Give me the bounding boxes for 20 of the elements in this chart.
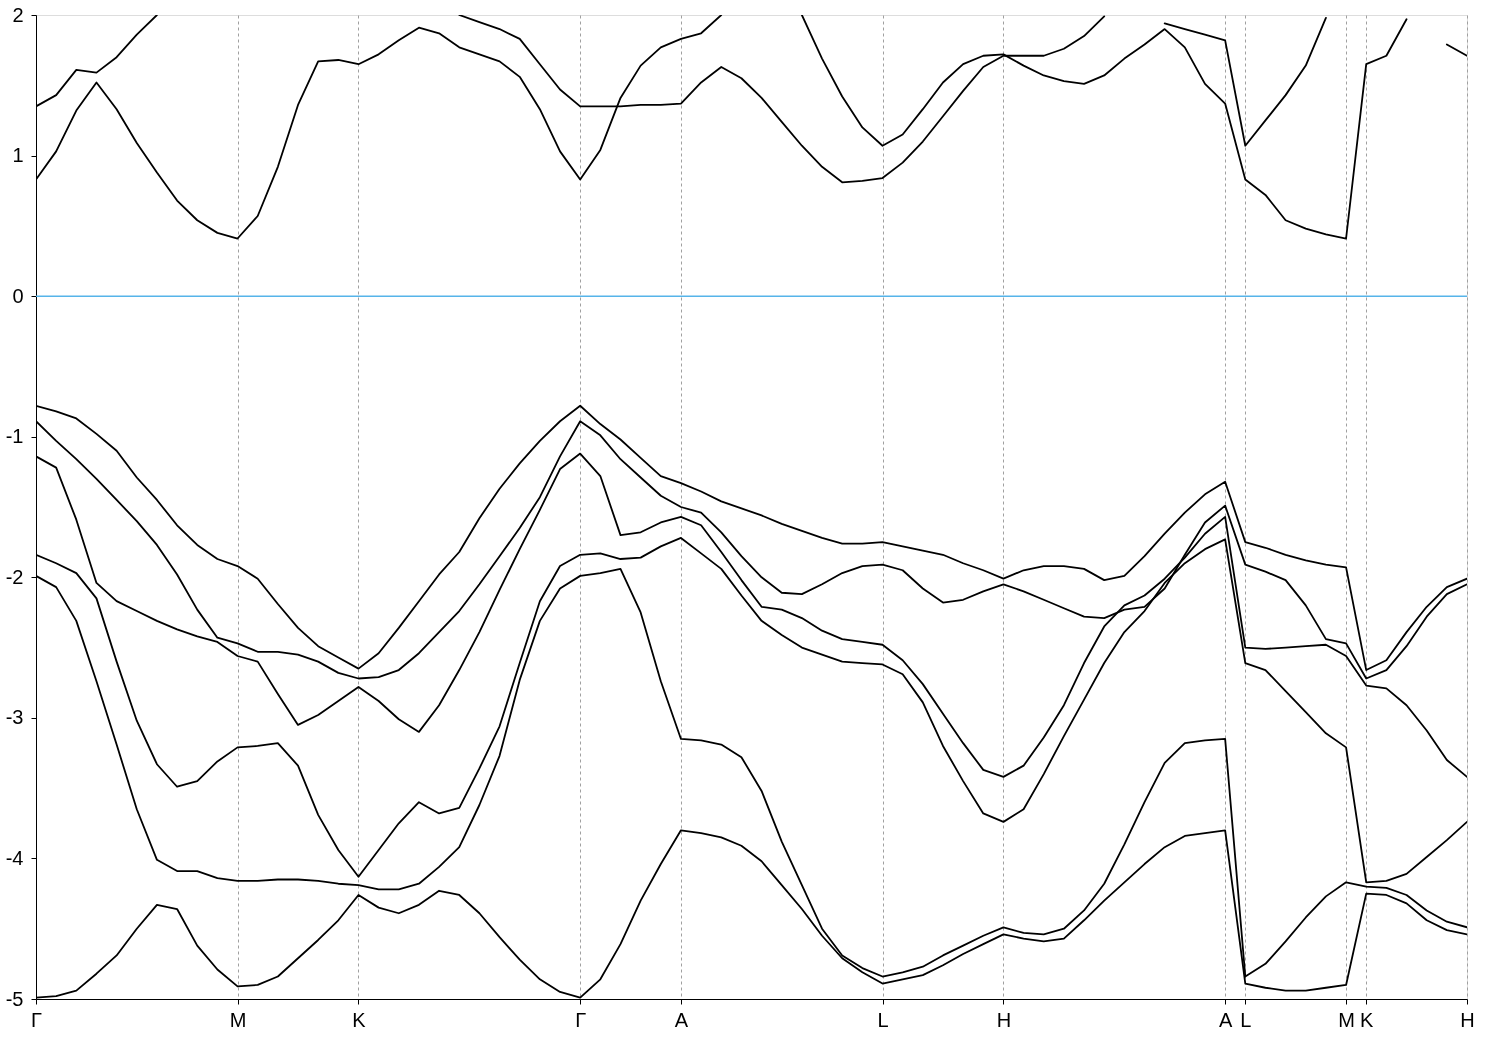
y-tick-label: 1 xyxy=(12,144,24,167)
y-tick-label: -3 xyxy=(5,706,24,729)
x-tick-label: L xyxy=(1240,1008,1252,1031)
x-tick-label: K xyxy=(352,1008,367,1031)
y-tick-label: -2 xyxy=(5,565,24,588)
x-tick-label: L xyxy=(877,1008,889,1031)
y-tick-label: 0 xyxy=(12,284,24,307)
x-tick-label: A xyxy=(1218,1008,1233,1031)
x-tick-label: K xyxy=(1360,1008,1375,1031)
y-tick-label: 2 xyxy=(12,3,24,26)
x-tick-label: M xyxy=(1338,1008,1355,1031)
x-tick-label: Γ xyxy=(575,1008,587,1031)
y-tick-label: -4 xyxy=(5,846,24,869)
x-tick-label: H xyxy=(1460,1008,1475,1031)
x-tick-label: H xyxy=(996,1008,1012,1031)
x-tick-label: M xyxy=(229,1008,247,1031)
y-tick-label: -5 xyxy=(5,987,24,1010)
y-tick-label: -1 xyxy=(5,425,24,448)
x-tick-label: Γ xyxy=(30,1008,43,1031)
x-tick-label: A xyxy=(674,1008,689,1031)
